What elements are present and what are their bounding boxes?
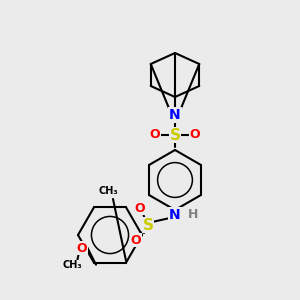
- Text: O: O: [135, 202, 145, 214]
- Text: O: O: [131, 233, 141, 247]
- Text: N: N: [169, 108, 181, 122]
- Text: O: O: [77, 242, 87, 254]
- Text: O: O: [190, 128, 200, 142]
- Text: S: S: [169, 128, 181, 142]
- Text: S: S: [142, 218, 154, 232]
- Text: O: O: [150, 128, 160, 142]
- Text: CH₃: CH₃: [98, 186, 118, 196]
- Text: N: N: [169, 208, 181, 222]
- Text: H: H: [188, 208, 198, 221]
- Text: CH₃: CH₃: [62, 260, 82, 270]
